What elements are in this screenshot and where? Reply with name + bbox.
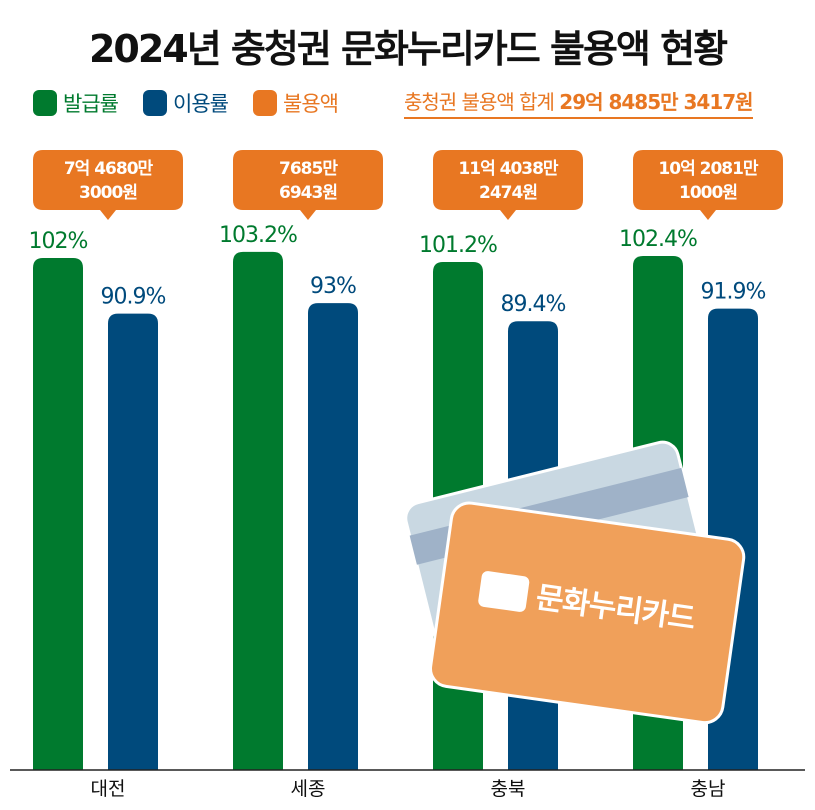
callout-bubble (233, 150, 383, 220)
callout-text: 7억 4680만 (64, 159, 154, 179)
x-tick-label: 충북 (491, 778, 526, 800)
callout-text: 3000원 (79, 183, 137, 203)
data-label: 89.4% (501, 292, 566, 317)
x-tick-label: 세종 (291, 778, 326, 800)
data-label: 91.9% (701, 280, 766, 305)
data-label: 102% (29, 229, 88, 254)
legend-swatch (253, 90, 277, 116)
data-label: 103.2% (219, 223, 297, 248)
data-label: 101.2% (419, 233, 497, 258)
x-tick-label: 대전 (91, 778, 126, 800)
data-label: 102.4% (619, 227, 697, 252)
total-unused: 충청권 불용액 합계 29억 8485만 3417원 (404, 86, 754, 119)
legend-swatch (33, 90, 57, 116)
legend-label: 이용률 (173, 92, 229, 116)
legend-item-usage: 이용률 (143, 88, 229, 118)
legend-item-unused: 불용액 (253, 88, 339, 118)
card-front-illustration: 문화누리카드 (429, 501, 746, 725)
legend-item-issue: 발급률 (33, 88, 119, 118)
callout-bubble (633, 150, 783, 220)
legend-label: 불용액 (283, 92, 339, 116)
chip-icon (478, 571, 530, 612)
callout-text: 10억 2081만 (658, 159, 759, 179)
callout-bubble (33, 150, 183, 220)
callout-text: 2474원 (479, 183, 537, 203)
callout-text: 7685만 (279, 159, 338, 179)
callout-bubble (433, 150, 583, 220)
legend-swatch (143, 90, 167, 116)
x-tick-label: 충남 (691, 778, 726, 800)
bar (33, 257, 83, 771)
callout-text: 11억 4038만 (458, 159, 559, 179)
total-value: 29억 8485만 3417원 (559, 90, 753, 114)
callout-text: 1000원 (679, 183, 737, 203)
bar (308, 303, 358, 770)
chart-title: 2024년 충청권 문화누리카드 불용액 현황 (88, 27, 728, 71)
bar (233, 251, 283, 770)
data-label: 93% (310, 274, 356, 299)
data-label: 90.9% (101, 285, 166, 310)
bar (108, 313, 158, 770)
legend-label: 발급률 (63, 92, 119, 116)
callout-text: 6943원 (279, 183, 337, 203)
total-label: 충청권 불용액 합계 (404, 90, 555, 114)
